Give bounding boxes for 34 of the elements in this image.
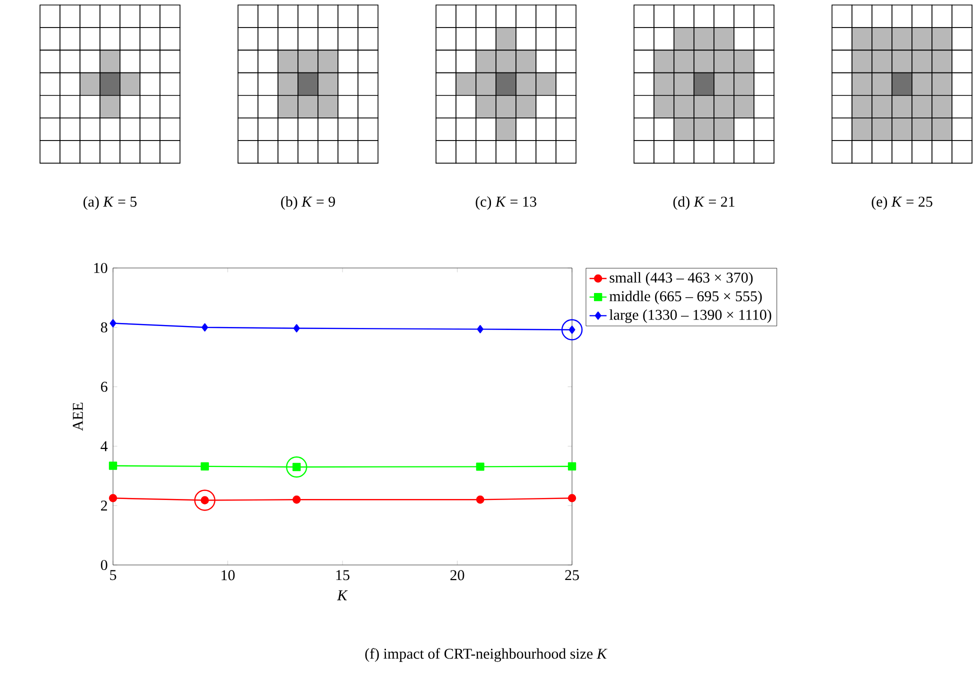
x-tick-label: 5 — [110, 570, 116, 580]
x-tick-label: 10 — [222, 570, 235, 580]
text: (c) K = 13 — [476, 196, 536, 210]
text: (d) K = 21 — [673, 196, 734, 210]
x-tick-label: 25 — [565, 570, 579, 580]
text: (f) impact of CRT-neighbourhood size K — [365, 648, 608, 662]
point — [108, 494, 118, 502]
text: (a) K = 5 — [84, 196, 137, 210]
text: (e) K = 25 — [872, 196, 932, 210]
point — [476, 496, 484, 504]
point — [200, 462, 209, 470]
x-axis-title: K — [337, 590, 348, 600]
point — [476, 462, 484, 471]
y-tick-label: 10 — [94, 262, 108, 274]
x-tick-label: 20 — [450, 570, 464, 580]
point — [476, 325, 484, 334]
x-tick-label: 15 — [336, 570, 350, 580]
point — [293, 324, 300, 332]
y-tick-label: 0 — [100, 560, 108, 570]
point — [110, 319, 116, 328]
y-axis-title: AEE — [72, 402, 83, 431]
point — [202, 323, 208, 332]
point — [292, 496, 301, 504]
y-tick-label: 2 — [101, 500, 107, 511]
legend-label: small (443 – 463 × 370) — [610, 272, 753, 286]
point — [108, 462, 118, 470]
legend-label: large (1330 – 1390 × 1110) — [609, 309, 772, 323]
y-tick-label: 6 — [101, 382, 108, 392]
y-tick-label: 4 — [100, 441, 108, 452]
text: (b) K = 9 — [281, 196, 335, 210]
point — [568, 462, 576, 470]
legend-label: middle (665 – 695 × 555) — [609, 290, 762, 304]
point — [568, 494, 576, 502]
y-tick-label: 8 — [100, 322, 108, 332]
